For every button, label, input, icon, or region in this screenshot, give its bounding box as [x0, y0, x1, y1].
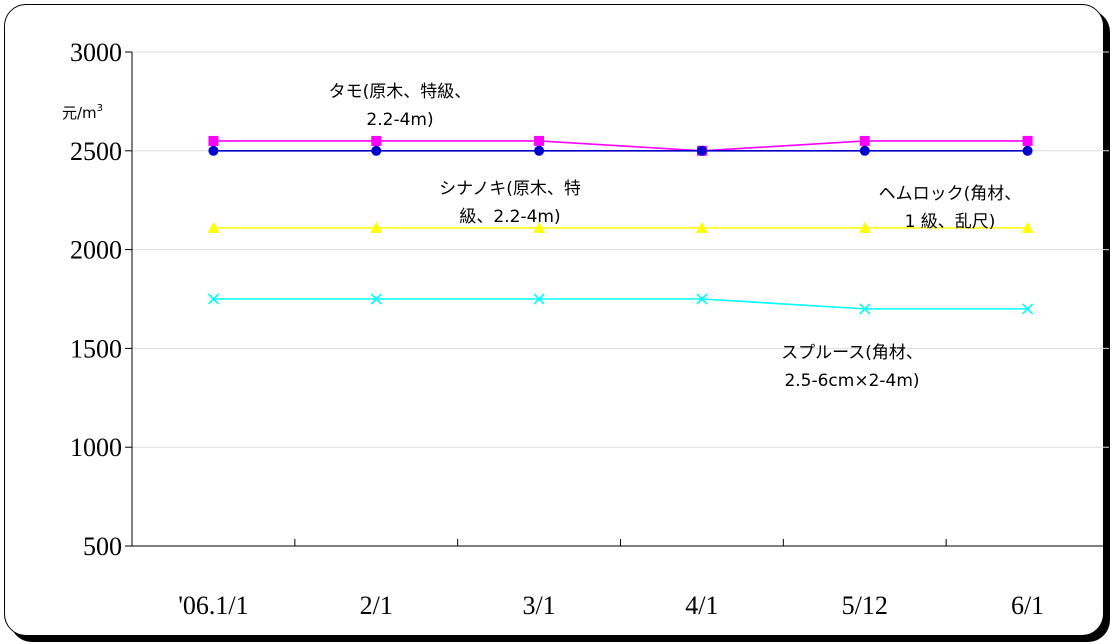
y-tick-label: 1000 [70, 433, 122, 462]
data-point [696, 293, 708, 305]
series-line-3 [213, 298, 1028, 310]
x-tick-label: 6/1 [1011, 591, 1044, 620]
axes [125, 51, 1109, 547]
x-tick-label: 2/1 [360, 591, 393, 620]
series-markers [207, 135, 1034, 315]
data-point [1022, 145, 1033, 156]
gridlines [132, 51, 1109, 448]
data-point [533, 293, 545, 305]
x-tick-label: '06.1/1 [178, 591, 248, 620]
y-tick-label: 1500 [70, 334, 122, 363]
data-point [1021, 221, 1034, 233]
data-point [859, 145, 870, 156]
series-annotation: タモ(原木、特級、 2.2-4m) [329, 82, 472, 130]
y-tick-label: 3000 [70, 38, 122, 67]
chart-frame [4, 4, 1104, 636]
data-point [695, 221, 708, 233]
series-annotation: シナノキ(原木、特級、2.2-4m) [439, 179, 581, 227]
series-annotation: ヘムロック(角材、 1 級、乱尺) [879, 184, 1022, 232]
data-point [534, 135, 545, 146]
data-point [207, 293, 219, 305]
y-unit-label: 元/m3 [62, 103, 103, 122]
series-line-0 [213, 140, 1028, 152]
x-tick-label: 3/1 [522, 591, 555, 620]
x-tick-label: 4/1 [685, 591, 718, 620]
y-tick-label: 2500 [70, 137, 122, 166]
data-point [1022, 303, 1034, 315]
y-tick-label: 500 [83, 532, 122, 561]
y-tick-label: 2000 [70, 236, 122, 265]
data-point [370, 221, 383, 233]
data-point [859, 303, 871, 315]
data-point [371, 135, 382, 146]
data-point [208, 135, 219, 146]
y-tick-labels: 500 1000 1500 2000 2500 3000 [70, 38, 122, 561]
data-point [1022, 135, 1033, 146]
series-lines [213, 140, 1028, 310]
data-point [533, 221, 546, 233]
series-annotation: スプルース(角材、 2.5-6cm×2-4m) [781, 343, 923, 391]
data-point [859, 135, 870, 146]
x-tick-label: 5/12 [842, 591, 888, 620]
data-point [371, 145, 382, 156]
data-point [696, 145, 707, 156]
series-annotations: タモ(原木、特級、 2.2-4m) シナノキ(原木、特級、2.2-4m) ヘムロック(… [329, 82, 1022, 391]
data-point [370, 293, 382, 305]
x-tick-labels: '06.1/1 2/1 3/1 4/1 5/12 6/1 [178, 591, 1044, 620]
data-point [858, 221, 871, 233]
data-point [208, 145, 219, 156]
data-point [534, 145, 545, 156]
data-point [207, 221, 220, 233]
